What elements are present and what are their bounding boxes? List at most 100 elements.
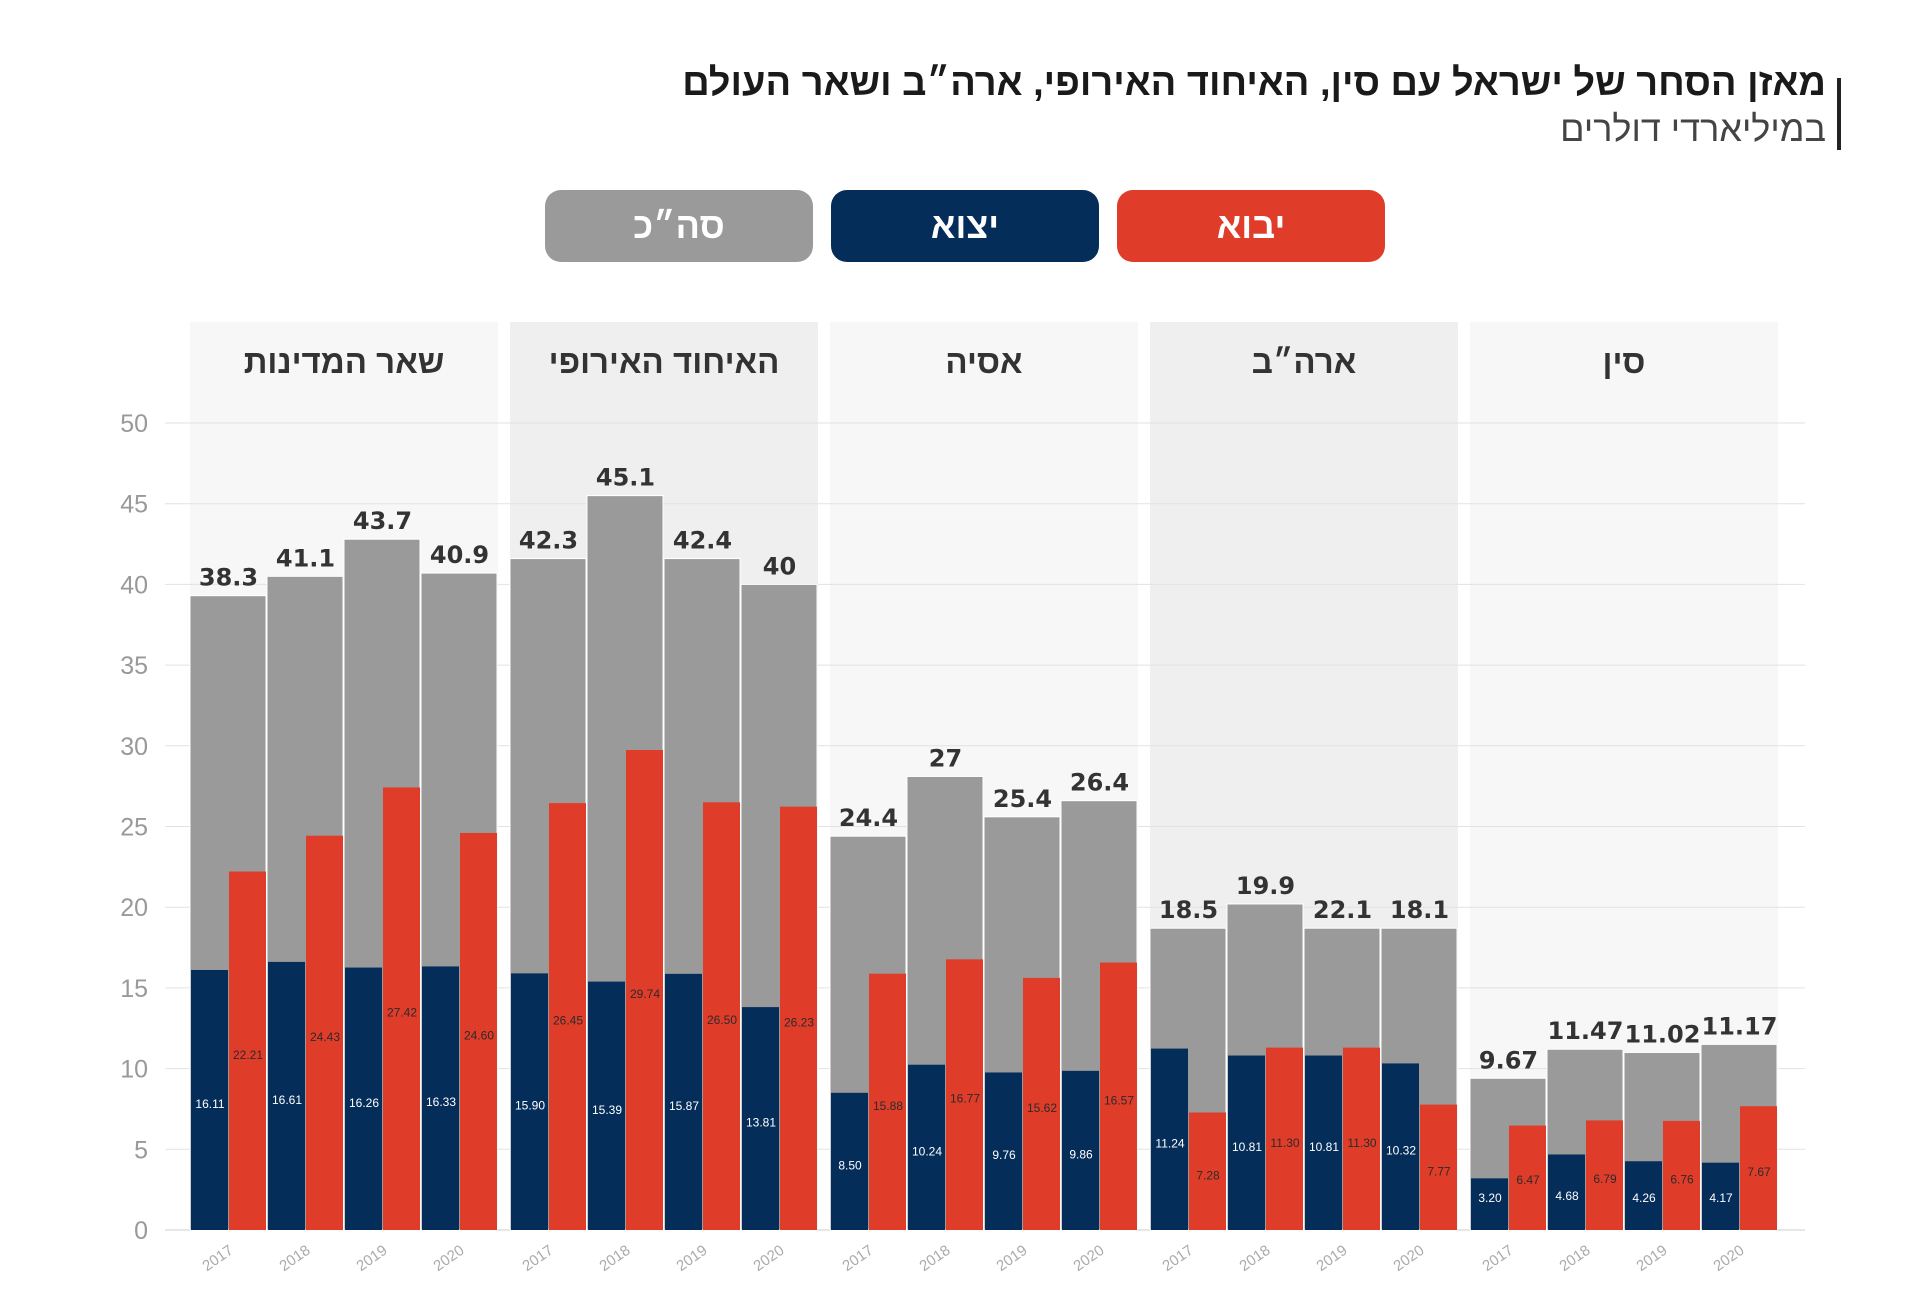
import-value-label: 6.47 [1516, 1173, 1540, 1187]
x-tick-label: 2018 [1556, 1242, 1593, 1275]
export-bar [1305, 1055, 1342, 1230]
x-tick-label: 2019 [353, 1242, 390, 1275]
total-value-label: 40.9 [430, 541, 489, 569]
import-value-label: 7.28 [1196, 1168, 1220, 1182]
x-tick-label: 2020 [430, 1242, 467, 1275]
y-tick-label: 10 [120, 1056, 148, 1084]
y-tick-label: 20 [120, 894, 148, 922]
export-value-label: 15.39 [592, 1103, 622, 1117]
import-value-label: 11.30 [1347, 1136, 1376, 1150]
total-value-label: 18.5 [1159, 896, 1218, 924]
total-value-label: 25.4 [993, 785, 1052, 813]
panel-title: שאר המדינות [244, 343, 445, 380]
export-value-label: 16.61 [272, 1093, 302, 1107]
import-bar [1343, 1047, 1380, 1230]
import-value-label: 29.74 [630, 987, 660, 1001]
import-value-label: 6.79 [1593, 1172, 1617, 1186]
export-bar [742, 1007, 779, 1230]
export-value-label: 15.87 [669, 1099, 699, 1113]
import-value-label: 24.60 [464, 1028, 494, 1042]
import-value-label: 16.77 [950, 1092, 980, 1106]
export-value-label: 10.81 [1232, 1140, 1262, 1154]
export-bar [1228, 1055, 1265, 1230]
total-value-label: 45.1 [596, 464, 655, 492]
import-bar [626, 749, 663, 1230]
export-value-label: 15.90 [515, 1099, 545, 1113]
panel-title: סין [1603, 343, 1646, 380]
total-value-label: 40 [763, 552, 796, 580]
x-tick-label: 2017 [519, 1242, 556, 1275]
import-value-label: 22.21 [233, 1048, 263, 1062]
export-bar [1625, 1161, 1662, 1230]
export-bar [908, 1064, 945, 1230]
x-tick-label: 2019 [993, 1242, 1030, 1275]
total-value-label: 18.1 [1390, 896, 1449, 924]
export-value-label: 13.81 [746, 1116, 776, 1130]
total-value-label: 26.4 [1070, 769, 1129, 797]
export-bar [1548, 1154, 1585, 1230]
import-bar [1189, 1112, 1226, 1230]
legend-item-exports[interactable]: יצוא [831, 190, 1099, 262]
panel-title: אסיה [945, 343, 1022, 380]
export-bar [665, 973, 702, 1230]
total-value-label: 22.1 [1313, 896, 1372, 924]
import-bar [869, 973, 906, 1230]
export-value-label: 16.11 [195, 1097, 224, 1111]
import-value-label: 24.43 [310, 1030, 340, 1044]
import-value-label: 26.50 [707, 1013, 737, 1027]
import-bar [383, 787, 420, 1230]
total-value-label: 11.17 [1702, 1012, 1778, 1040]
export-value-label: 4.68 [1555, 1189, 1579, 1203]
title-accent-bar [1837, 78, 1841, 150]
y-tick-label: 45 [120, 491, 148, 519]
x-tick-label: 2020 [1390, 1242, 1427, 1275]
legend-item-total[interactable]: סה״כ [545, 190, 813, 262]
export-bar [191, 969, 228, 1230]
total-value-label: 11.47 [1548, 1017, 1624, 1045]
import-bar [306, 835, 343, 1230]
panel-title: האיחוד האירופי [549, 343, 780, 380]
import-value-label: 7.67 [1747, 1165, 1771, 1179]
import-bar [1509, 1125, 1546, 1230]
total-value-label: 11.02 [1625, 1020, 1701, 1048]
x-tick-label: 2018 [276, 1242, 313, 1275]
total-value-label: 24.4 [839, 804, 898, 832]
y-tick-label: 15 [120, 975, 148, 1003]
import-bar [229, 871, 266, 1230]
export-bar [1151, 1048, 1188, 1230]
chart-title: מאזן הסחר של ישראל עם סין, האיחוד האירופ… [682, 62, 1826, 104]
legend: סה״כ יצוא יבוא [545, 190, 1385, 264]
export-value-label: 10.81 [1309, 1140, 1339, 1154]
x-tick-label: 2019 [1313, 1242, 1350, 1275]
x-tick-label: 2020 [1070, 1242, 1107, 1275]
import-bar [703, 802, 740, 1230]
total-value-label: 41.1 [276, 544, 335, 572]
export-bar [345, 967, 382, 1230]
x-tick-label: 2019 [673, 1242, 710, 1275]
import-bar [1420, 1104, 1457, 1230]
import-bar [460, 832, 497, 1230]
x-tick-label: 2019 [1633, 1242, 1670, 1275]
y-tick-label: 25 [120, 814, 148, 842]
export-value-label: 4.17 [1709, 1191, 1733, 1205]
y-tick-label: 30 [120, 733, 148, 761]
export-bar [1062, 1070, 1099, 1230]
export-value-label: 3.20 [1478, 1191, 1502, 1205]
import-value-label: 26.45 [553, 1014, 583, 1028]
total-value-label: 27 [929, 744, 962, 772]
export-value-label: 8.50 [838, 1158, 862, 1172]
x-tick-label: 2017 [839, 1242, 876, 1275]
export-value-label: 10.32 [1386, 1144, 1416, 1158]
legend-item-imports[interactable]: יבוא [1117, 190, 1385, 262]
y-tick-label: 35 [120, 652, 148, 680]
x-tick-label: 2017 [1159, 1242, 1196, 1275]
export-bar [985, 1072, 1022, 1230]
y-tick-label: 50 [120, 410, 148, 438]
x-tick-label: 2018 [1236, 1242, 1273, 1275]
import-value-label: 27.42 [387, 1006, 417, 1020]
import-value-label: 11.30 [1270, 1136, 1299, 1150]
export-bar [1471, 1178, 1508, 1230]
export-bar [1382, 1063, 1419, 1230]
export-value-label: 9.86 [1069, 1147, 1093, 1161]
